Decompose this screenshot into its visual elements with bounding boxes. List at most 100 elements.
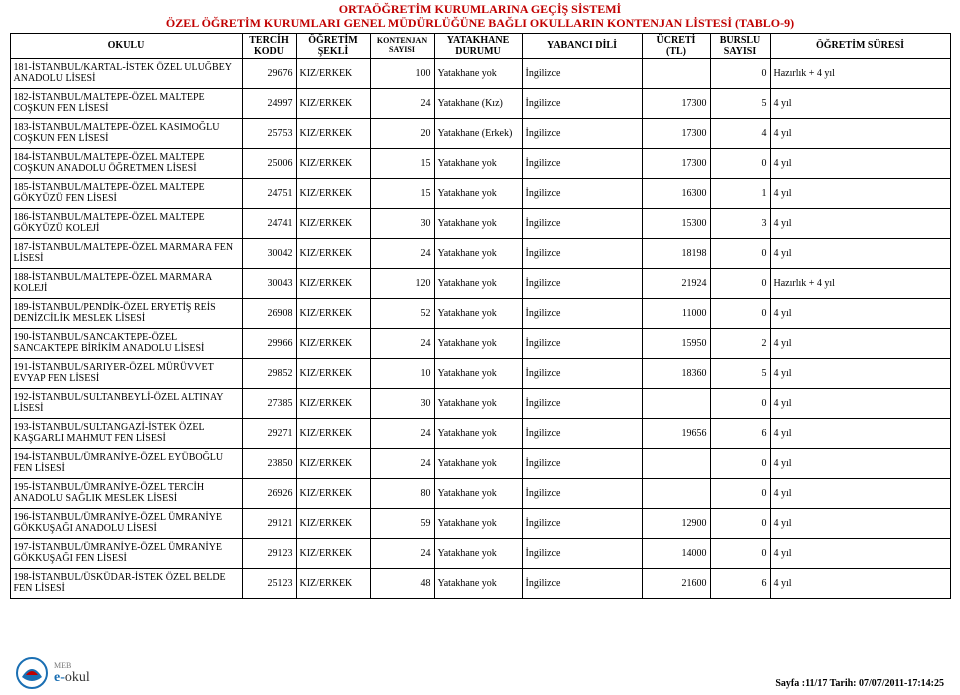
table-body: 181-İSTANBUL/KARTAL-İSTEK ÖZEL ULUĞBEY A… [10,58,950,598]
cell-quota: 24 [370,448,434,478]
table-row: 184-İSTANBUL/MALTEPE-ÖZEL MALTEPE COŞKUN… [10,148,950,178]
cell-code: 23850 [242,448,296,478]
cell-lang: İngilizce [522,298,642,328]
cell-lang: İngilizce [522,328,642,358]
cell-dorm: Yatakhane yok [434,58,522,88]
cell-type: KIZ/ERKEK [296,448,370,478]
cell-lang: İngilizce [522,538,642,568]
cell-type: KIZ/ERKEK [296,208,370,238]
title-line-2: ÖZEL ÖĞRETİM KURUMLARI GENEL MÜDÜRLÜĞÜNE… [0,16,960,30]
cell-dorm: Yatakhane yok [434,568,522,598]
col-type: ÖĞRETİM ŞEKLİ [296,33,370,58]
cell-type: KIZ/ERKEK [296,328,370,358]
cell-dur: 4 yıl [770,238,950,268]
cell-school: 187-İSTANBUL/MALTEPE-ÖZEL MARMARA FEN Lİ… [10,238,242,268]
cell-dorm: Yatakhane yok [434,538,522,568]
cell-school: 185-İSTANBUL/MALTEPE-ÖZEL MALTEPE GÖKYÜZ… [10,178,242,208]
table-row: 192-İSTANBUL/SULTANBEYLİ-ÖZEL ALTINAY Lİ… [10,388,950,418]
cell-dorm: Yatakhane yok [434,328,522,358]
cell-dur: 4 yıl [770,208,950,238]
col-lang: YABANCI DİLİ [522,33,642,58]
table-row: 189-İSTANBUL/PENDİK-ÖZEL ERYETİŞ REİS DE… [10,298,950,328]
cell-type: KIZ/ERKEK [296,538,370,568]
cell-dorm: Yatakhane yok [434,208,522,238]
logo-okul: okul [65,670,90,685]
cell-fee: 18198 [642,238,710,268]
cell-dur: 4 yıl [770,568,950,598]
cell-code: 29271 [242,418,296,448]
table-row: 182-İSTANBUL/MALTEPE-ÖZEL MALTEPE COŞKUN… [10,88,950,118]
cell-school: 181-İSTANBUL/KARTAL-İSTEK ÖZEL ULUĞBEY A… [10,58,242,88]
cell-schol: 0 [710,448,770,478]
cell-code: 30042 [242,238,296,268]
cell-dur: 4 yıl [770,388,950,418]
cell-type: KIZ/ERKEK [296,88,370,118]
col-dur: ÖĞRETİM SÜRESİ [770,33,950,58]
cell-fee [642,58,710,88]
cell-quota: 24 [370,238,434,268]
table-row: 198-İSTANBUL/ÜSKÜDAR-İSTEK ÖZEL BELDE FE… [10,568,950,598]
cell-fee: 17300 [642,118,710,148]
cell-schol: 6 [710,418,770,448]
cell-lang: İngilizce [522,478,642,508]
cell-quota: 100 [370,58,434,88]
cell-dur: 4 yıl [770,328,950,358]
cell-quota: 24 [370,328,434,358]
cell-type: KIZ/ERKEK [296,238,370,268]
cell-quota: 24 [370,88,434,118]
cell-dorm: Yatakhane (Kız) [434,88,522,118]
cell-type: KIZ/ERKEK [296,508,370,538]
cell-dorm: Yatakhane yok [434,448,522,478]
cell-fee: 17300 [642,148,710,178]
cell-schol: 0 [710,298,770,328]
cell-school: 195-İSTANBUL/ÜMRANİYE-ÖZEL TERCİH ANADOL… [10,478,242,508]
cell-school: 198-İSTANBUL/ÜSKÜDAR-İSTEK ÖZEL BELDE FE… [10,568,242,598]
cell-school: 190-İSTANBUL/SANCAKTEPE-ÖZEL SANCAKTEPE … [10,328,242,358]
page-number-and-date: Sayfa :11/17 Tarih: 07/07/2011-17:14:25 [775,678,944,689]
cell-dur: Hazırlık + 4 yıl [770,58,950,88]
page-root: { "header": { "title1": "ORTAÖĞRETİM KUR… [0,0,960,695]
cell-fee: 14000 [642,538,710,568]
table-row: 188-İSTANBUL/MALTEPE-ÖZEL MARMARA KOLEJİ… [10,268,950,298]
cell-school: 182-İSTANBUL/MALTEPE-ÖZEL MALTEPE COŞKUN… [10,88,242,118]
meb-logo-icon [16,657,48,689]
cell-dur: 4 yıl [770,178,950,208]
cell-schol: 5 [710,358,770,388]
cell-schol: 0 [710,148,770,178]
cell-dur: 4 yıl [770,148,950,178]
cell-fee: 11000 [642,298,710,328]
cell-dur: 4 yıl [770,538,950,568]
cell-quota: 59 [370,508,434,538]
cell-schol: 0 [710,508,770,538]
cell-dur: 4 yıl [770,478,950,508]
cell-fee: 16300 [642,178,710,208]
cell-code: 30043 [242,268,296,298]
cell-school: 193-İSTANBUL/SULTANGAZİ-İSTEK ÖZEL KAŞGA… [10,418,242,448]
cell-type: KIZ/ERKEK [296,478,370,508]
table-row: 195-İSTANBUL/ÜMRANİYE-ÖZEL TERCİH ANADOL… [10,478,950,508]
cell-fee [642,448,710,478]
cell-lang: İngilizce [522,178,642,208]
cell-fee: 17300 [642,88,710,118]
cell-schol: 2 [710,328,770,358]
cell-dur: 4 yıl [770,448,950,478]
cell-code: 25123 [242,568,296,598]
cell-schol: 0 [710,538,770,568]
table-row: 193-İSTANBUL/SULTANGAZİ-İSTEK ÖZEL KAŞGA… [10,418,950,448]
cell-code: 24741 [242,208,296,238]
table-row: 196-İSTANBUL/ÜMRANİYE-ÖZEL ÜMRANİYE GÖKK… [10,508,950,538]
table-row: 181-İSTANBUL/KARTAL-İSTEK ÖZEL ULUĞBEY A… [10,58,950,88]
cell-code: 29852 [242,358,296,388]
cell-lang: İngilizce [522,388,642,418]
cell-quota: 24 [370,538,434,568]
cell-quota: 30 [370,388,434,418]
cell-lang: İngilizce [522,568,642,598]
table-row: 185-İSTANBUL/MALTEPE-ÖZEL MALTEPE GÖKYÜZ… [10,178,950,208]
cell-type: KIZ/ERKEK [296,178,370,208]
cell-dorm: Yatakhane yok [434,268,522,298]
cell-type: KIZ/ERKEK [296,418,370,448]
cell-code: 29966 [242,328,296,358]
cell-dorm: Yatakhane yok [434,148,522,178]
cell-fee [642,478,710,508]
table-row: 183-İSTANBUL/MALTEPE-ÖZEL KASIMOĞLU COŞK… [10,118,950,148]
